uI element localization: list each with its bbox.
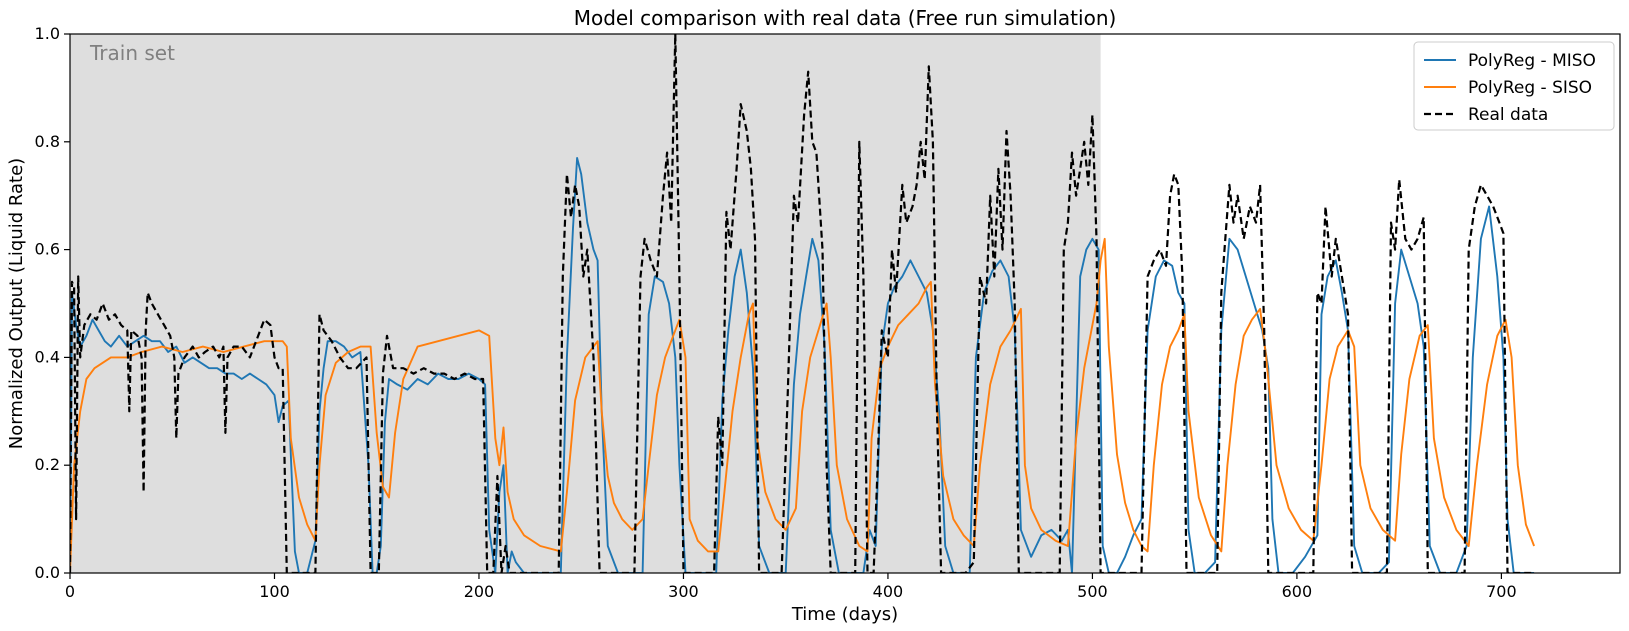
axes: 0 100 200 300 400 500 600 700 0.0 0.2 0.4 0.6 0.8 1.0 [35, 24, 1621, 601]
x-tick-label: 100 [259, 582, 290, 601]
x-tick-label: 400 [873, 582, 904, 601]
y-tick-label: 0.2 [35, 455, 60, 474]
train-set-shading [70, 34, 1101, 573]
x-tick-label: 0 [65, 582, 75, 601]
y-tick-label: 0.8 [35, 132, 60, 151]
series-line-polyreg-siso [70, 237, 1535, 573]
x-tick-label: 200 [464, 582, 495, 601]
series-layer [70, 34, 1535, 573]
legend-label: PolyReg - SISO [1468, 78, 1592, 98]
legend: PolyReg - MISO PolyReg - SISO Real data [1413, 41, 1615, 131]
x-tick-label: 600 [1282, 582, 1313, 601]
train-set-label: Train set [89, 41, 175, 65]
y-axis-label: Normalized Output (Liquid Rate) [6, 158, 27, 449]
y-tick-label: 0.4 [35, 347, 60, 366]
chart-title: Model comparison with real data (Free ru… [574, 6, 1117, 30]
x-tick-label: 500 [1077, 582, 1108, 601]
train-set-region [70, 34, 1101, 573]
legend-label: Real data [1468, 105, 1548, 125]
legend-box [1413, 41, 1615, 131]
x-axis-label: Time (days) [791, 604, 898, 625]
series-line-real-data [70, 34, 1535, 573]
plot-frame [69, 33, 1621, 574]
y-tick-label: 0.6 [35, 240, 60, 259]
y-tick-label: 0.0 [35, 563, 60, 582]
legend-label: PolyReg - MISO [1468, 51, 1596, 71]
y-tick-label: 1.0 [35, 24, 60, 43]
x-tick-label: 300 [668, 582, 699, 601]
x-tick-label: 700 [1486, 582, 1517, 601]
